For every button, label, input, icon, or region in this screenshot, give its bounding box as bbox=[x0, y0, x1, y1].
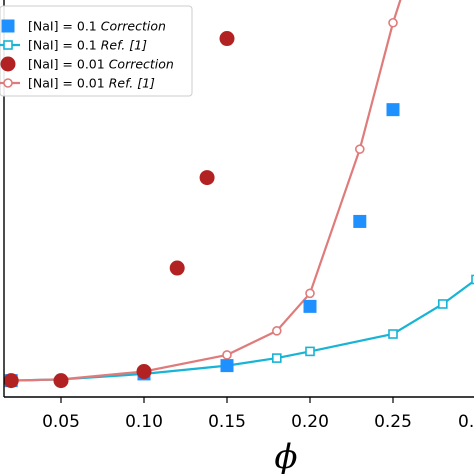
legend-label: [NaI] = 0.01 Ref. [1] bbox=[28, 76, 155, 91]
data-point bbox=[388, 329, 398, 339]
legend-label: [NaI] = 0.01 Correction bbox=[28, 57, 174, 72]
x-tick-label: 0. bbox=[458, 412, 474, 432]
legend-entry: [NaI] = 0.01 Ref. [1] bbox=[0, 76, 155, 91]
legend-label: [NaI] = 0.1 Correction bbox=[28, 19, 166, 34]
legend-entry: [NaI] = 0.01 Correction bbox=[0, 56, 174, 72]
legend-entry: [NaI] = 0.1 Correction bbox=[1, 19, 166, 34]
data-point bbox=[271, 353, 282, 363]
data-point bbox=[199, 170, 215, 186]
data-point bbox=[353, 214, 367, 228]
data-point bbox=[169, 260, 185, 276]
x-axis-label: ϕ bbox=[274, 437, 297, 474]
data-point bbox=[136, 364, 152, 380]
data-point bbox=[53, 373, 69, 389]
data-point bbox=[4, 373, 19, 389]
legend-label: [NaI] = 0.1 Ref. [1] bbox=[28, 38, 147, 53]
data-point bbox=[271, 326, 282, 336]
legend-entry: [NaI] = 0.1 Ref. [1] bbox=[0, 38, 147, 53]
data-point bbox=[303, 299, 317, 313]
data-point bbox=[222, 350, 232, 360]
legend-marker bbox=[1, 19, 15, 33]
legend-marker bbox=[0, 56, 16, 72]
x-tick-label: 0.05 bbox=[42, 412, 80, 432]
data-point bbox=[471, 274, 474, 285]
legend-marker bbox=[3, 40, 13, 50]
legend-marker bbox=[3, 78, 13, 88]
legend-box bbox=[0, 5, 193, 97]
x-tick-label: 0.10 bbox=[125, 412, 163, 432]
x-tick-label: 0.15 bbox=[208, 412, 246, 432]
data-point bbox=[354, 144, 365, 154]
data-point bbox=[305, 288, 315, 299]
legend: [NaI] = 0.1 Correction [NaI] = 0.1 Ref. [… bbox=[0, 5, 193, 97]
series-2 bbox=[4, 31, 235, 389]
plot-area bbox=[4, 0, 474, 389]
data-point bbox=[220, 359, 234, 373]
data-point bbox=[305, 346, 315, 357]
series-line-1 bbox=[11, 279, 474, 382]
x-tick-label: 0.25 bbox=[374, 412, 412, 432]
data-point bbox=[437, 299, 448, 309]
series-1 bbox=[6, 274, 474, 386]
x-tick-label: 0.20 bbox=[291, 412, 329, 432]
data-point bbox=[388, 17, 398, 28]
data-point bbox=[219, 31, 235, 47]
data-point bbox=[386, 103, 400, 117]
